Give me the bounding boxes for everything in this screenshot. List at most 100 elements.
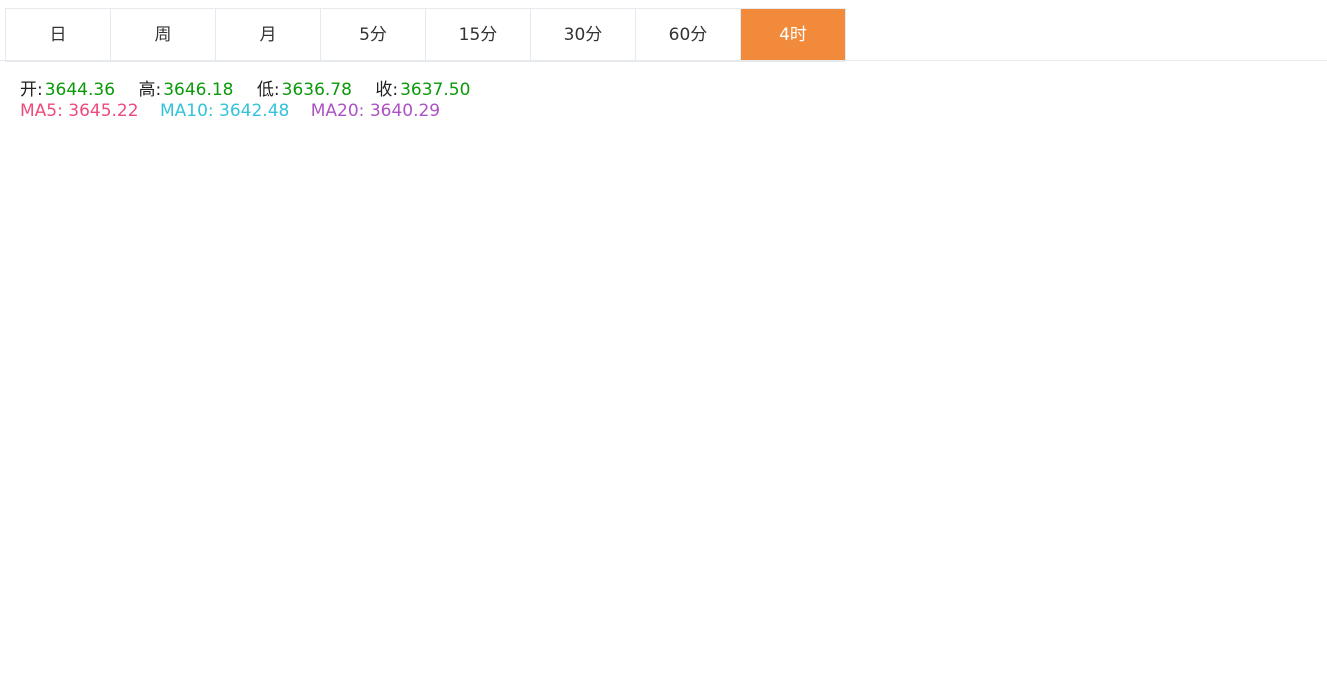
candle[interactable] [475,579,482,598]
candle[interactable] [342,646,349,665]
candle[interactable] [866,304,873,323]
candle[interactable] [848,295,855,323]
candle[interactable] [182,674,189,690]
candle[interactable] [1141,148,1148,186]
candle[interactable] [608,500,615,549]
candle[interactable] [937,176,944,217]
candle[interactable] [1079,173,1086,232]
candle[interactable] [830,313,837,336]
candle[interactable] [111,649,118,662]
candle[interactable] [786,290,793,323]
candle[interactable] [31,642,38,653]
candle[interactable] [404,582,411,601]
candle[interactable] [164,680,171,690]
candle[interactable] [1105,185,1112,217]
candle[interactable] [591,538,597,556]
candle[interactable] [209,664,216,681]
candle[interactable] [626,469,633,494]
candle[interactable] [1017,176,1024,213]
candle[interactable] [1070,170,1077,192]
candle[interactable] [466,567,473,592]
candle[interactable] [502,551,509,592]
candle[interactable] [440,584,447,601]
candle[interactable] [1150,151,1157,174]
candle[interactable] [662,423,669,446]
candle[interactable] [395,588,402,611]
candle[interactable] [58,632,65,653]
candle[interactable] [919,225,926,253]
candle[interactable] [360,582,367,601]
candle[interactable] [901,212,908,238]
candle[interactable] [617,478,624,507]
candle[interactable] [582,536,589,552]
candle[interactable] [1026,164,1033,204]
candle[interactable] [564,533,571,552]
candle[interactable] [679,425,686,433]
candle[interactable] [1123,161,1130,204]
candle[interactable] [235,631,242,644]
candle[interactable] [49,631,56,647]
candle[interactable] [102,646,109,659]
candle[interactable] [298,640,304,653]
candle[interactable] [768,261,775,323]
candle[interactable] [599,533,606,556]
candle[interactable] [386,594,393,614]
candle[interactable] [857,301,864,317]
candle[interactable] [706,396,713,430]
candle[interactable] [777,252,784,299]
candle[interactable] [812,307,819,339]
tab-2[interactable]: 月 [216,9,321,61]
candle[interactable] [1132,145,1139,174]
candle[interactable] [1159,154,1166,174]
candle[interactable] [750,301,757,342]
candle[interactable] [1034,148,1041,174]
candle[interactable] [697,388,704,406]
candle[interactable] [537,533,544,565]
candle[interactable] [910,225,917,259]
candle[interactable] [22,629,29,653]
candle[interactable] [724,325,731,409]
candle[interactable] [431,579,438,595]
candle[interactable] [715,399,722,427]
candle[interactable] [528,555,535,580]
candle[interactable] [280,642,287,652]
candle[interactable] [741,304,748,339]
candle[interactable] [484,579,491,598]
candle[interactable] [5,600,11,629]
candle[interactable] [555,521,562,552]
candle[interactable] [1114,179,1121,201]
tab-3[interactable]: 5分 [321,9,426,61]
candle[interactable] [688,384,695,433]
candle[interactable] [1061,164,1068,195]
candle[interactable] [759,310,766,336]
candle[interactable] [635,457,642,498]
candle[interactable] [218,658,225,675]
tab-1[interactable]: 周 [111,9,216,61]
candle[interactable] [1043,145,1050,168]
candle[interactable] [875,300,882,320]
candle[interactable] [1177,176,1183,191]
candle[interactable] [253,622,260,641]
candle[interactable] [519,551,526,575]
candle[interactable] [76,619,83,650]
candle[interactable] [644,417,651,467]
candle[interactable] [262,631,269,647]
candle[interactable] [839,307,846,330]
candle[interactable] [67,640,74,662]
tab-7[interactable]: 4时 [741,9,846,61]
candle[interactable] [573,533,580,549]
candle[interactable] [821,312,828,333]
candle[interactable] [13,614,20,643]
candle[interactable] [1168,154,1175,180]
candle[interactable] [422,551,429,626]
candle[interactable] [226,631,233,675]
tab-0[interactable]: 日 [6,9,111,61]
candle[interactable] [84,622,91,644]
candle[interactable] [191,677,198,690]
candle[interactable] [990,124,997,168]
candle[interactable] [972,139,979,168]
candle[interactable] [670,423,677,439]
candle[interactable] [413,587,420,607]
candle[interactable] [377,594,384,617]
candle[interactable] [40,634,47,650]
